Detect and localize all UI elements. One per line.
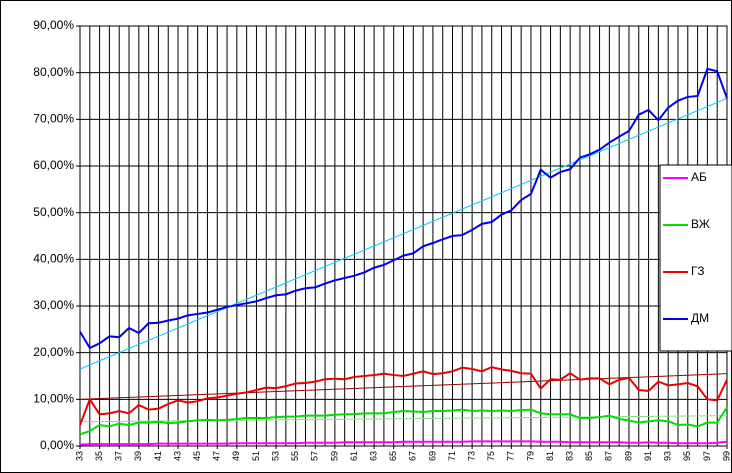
- x-tick-label: 65: [388, 451, 398, 461]
- x-tick-label: 91: [643, 451, 653, 461]
- x-tick-label: 39: [133, 451, 143, 461]
- x-tick-label: 47: [212, 451, 222, 461]
- y-tick-label: 90,00%: [33, 18, 74, 32]
- series-line: [79, 67, 728, 350]
- x-tick-label: 79: [525, 451, 535, 461]
- x-tick-label: 57: [310, 451, 320, 461]
- series-line: [79, 406, 728, 436]
- x-tick-label: 81: [545, 451, 555, 461]
- x-tick-label: 97: [702, 451, 712, 461]
- x-tick-label: 43: [172, 451, 182, 461]
- y-tick-label: 80,00%: [33, 65, 74, 79]
- y-tick-label: 70,00%: [33, 112, 74, 126]
- x-tick-label: 95: [682, 451, 692, 461]
- y-tick-label: 0,00%: [40, 438, 74, 452]
- x-tick-label: 71: [447, 451, 457, 461]
- x-tick-label: 53: [270, 451, 280, 461]
- x-tick-label: 87: [604, 451, 614, 461]
- y-tick-label: 10,00%: [33, 392, 74, 406]
- x-tick-label: 77: [506, 451, 516, 461]
- trendline: [79, 97, 728, 370]
- legend-label: ВЖ: [691, 217, 710, 231]
- x-tick-label: 99: [721, 451, 731, 461]
- y-tick-label: 30,00%: [33, 298, 74, 312]
- x-tick-label: 67: [408, 451, 418, 461]
- trendline: [79, 373, 728, 400]
- x-tick-label: 55: [290, 451, 300, 461]
- x-tick-label: 33: [74, 451, 84, 461]
- series-line: [79, 366, 728, 426]
- x-tick-label: 49: [231, 451, 241, 461]
- legend-label: АБ: [691, 170, 707, 184]
- x-tick-label: 93: [663, 451, 673, 461]
- legend-label: ДМ: [691, 311, 709, 325]
- x-tick-label: 85: [584, 451, 594, 461]
- x-tick-label: 59: [329, 451, 339, 461]
- x-tick-label: 51: [251, 451, 261, 461]
- y-tick-label: 40,00%: [33, 252, 74, 266]
- x-tick-label: 41: [153, 451, 163, 461]
- x-tick-label: 61: [349, 451, 359, 461]
- series-line: [79, 440, 728, 446]
- x-tick-label: 37: [114, 451, 124, 461]
- x-tick-label: 63: [368, 451, 378, 461]
- x-tick-label: 73: [466, 451, 476, 461]
- y-tick-label: 60,00%: [33, 158, 74, 172]
- x-tick-label: 83: [565, 451, 575, 461]
- x-tick-label: 75: [486, 451, 496, 461]
- x-tick-label: 35: [94, 451, 104, 461]
- x-tick-label: 45: [192, 451, 202, 461]
- x-tick-label: 69: [427, 451, 437, 461]
- legend-label: ГЗ: [691, 264, 704, 278]
- x-tick-label: 89: [623, 451, 633, 461]
- y-tick-label: 20,00%: [33, 345, 74, 359]
- y-tick-label: 50,00%: [33, 205, 74, 219]
